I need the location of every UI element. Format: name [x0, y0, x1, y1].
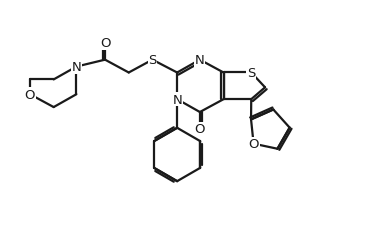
- Text: N: N: [195, 54, 205, 67]
- Text: O: O: [248, 138, 259, 151]
- Text: S: S: [148, 54, 156, 67]
- Text: O: O: [195, 123, 205, 136]
- Text: N: N: [71, 61, 81, 74]
- Text: S: S: [247, 67, 256, 80]
- Text: O: O: [100, 37, 110, 50]
- Text: N: N: [172, 93, 182, 106]
- Text: O: O: [25, 88, 35, 101]
